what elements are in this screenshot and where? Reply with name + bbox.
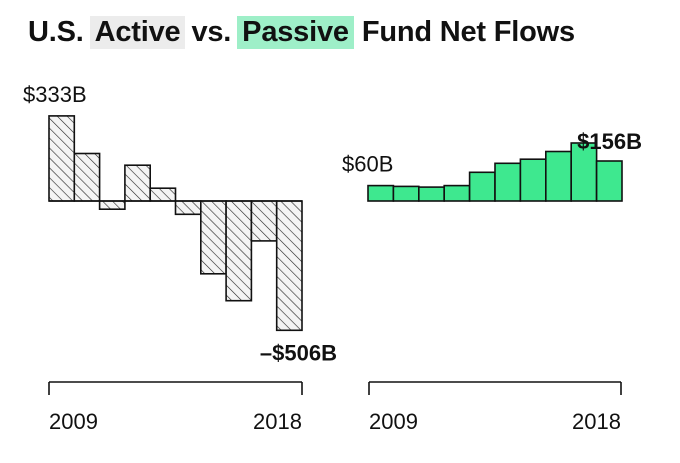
active-tick-label-end: 2018 bbox=[253, 409, 302, 434]
active-annotation-1: –$506B bbox=[260, 340, 337, 365]
passive-bar-2015 bbox=[519, 158, 547, 202]
active-bar-2012 bbox=[124, 164, 152, 202]
passive-tick-label-end: 2018 bbox=[572, 409, 621, 434]
passive-bar-2012 bbox=[443, 184, 471, 202]
passive-tick-label-start: 2009 bbox=[369, 409, 418, 434]
passive-annotation-1: $156B bbox=[577, 129, 642, 154]
active-bar-2011 bbox=[98, 200, 126, 210]
title-active-highlight: Active bbox=[89, 15, 186, 49]
active-bar-2016 bbox=[225, 200, 253, 302]
passive-bar-2017 bbox=[570, 142, 598, 202]
active-bar-2015 bbox=[200, 200, 227, 275]
title-passive-highlight: Passive bbox=[237, 15, 354, 49]
passive-bar-2010 bbox=[392, 185, 420, 202]
title-prefix: U.S. bbox=[28, 15, 84, 48]
title-middle: vs. bbox=[191, 15, 232, 48]
title-suffix: Fund Net Flows bbox=[361, 15, 575, 48]
active-tick-label-start: 2009 bbox=[49, 409, 98, 434]
passive-bar-2009 bbox=[367, 184, 395, 202]
active-bar-2014 bbox=[174, 200, 202, 216]
passive-bar-2013 bbox=[468, 171, 496, 202]
chart-title: U.S. Active vs. Passive Fund Net Flows bbox=[28, 12, 575, 52]
passive-bar-2014 bbox=[494, 162, 522, 202]
passive-bar-2011 bbox=[417, 186, 445, 202]
active-bar-2018 bbox=[275, 200, 303, 332]
active-bar-2013 bbox=[149, 187, 177, 202]
passive-bar-2018 bbox=[595, 160, 623, 202]
active-annotation-0: $333B bbox=[23, 82, 87, 107]
passive-annotation-0: $60B bbox=[342, 152, 393, 177]
active-bar-2010 bbox=[73, 152, 101, 202]
active-bar-2009 bbox=[48, 115, 76, 202]
passive-bar-2016 bbox=[544, 150, 572, 202]
active-bar-2017 bbox=[250, 200, 278, 242]
